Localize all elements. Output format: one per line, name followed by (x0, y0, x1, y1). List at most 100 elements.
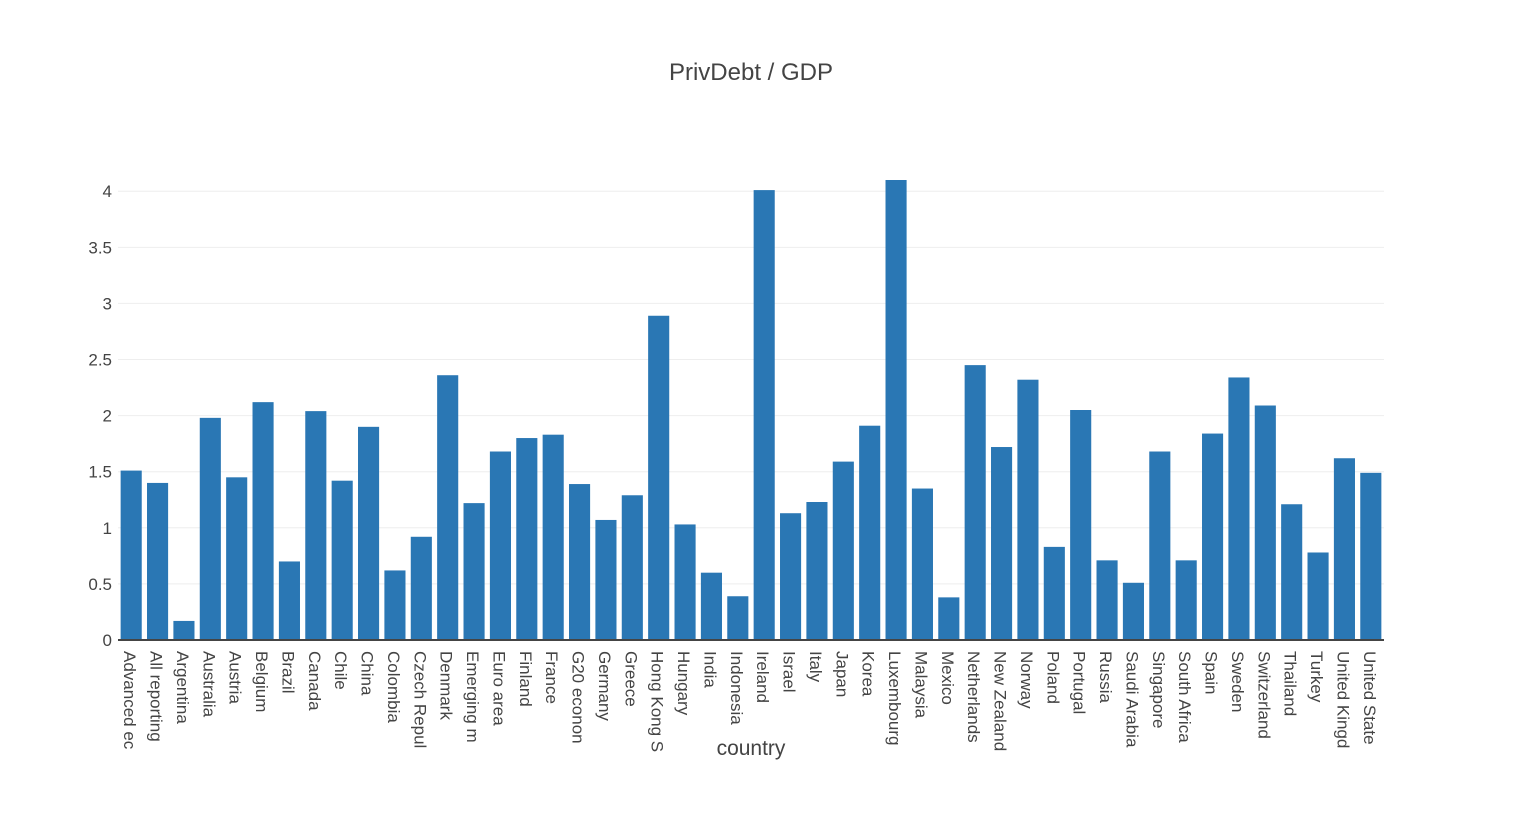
x-tick-label: Netherlands (964, 651, 983, 743)
x-tick-label: Austria (226, 651, 245, 704)
bar[interactable]: Norway: 2.32 (1017, 379, 1039, 640)
bar[interactable]: Germany: 1.07 (595, 519, 617, 640)
bar[interactable]: Denmark: 2.36 (437, 375, 459, 640)
x-tick-label: South Africa (1175, 651, 1194, 743)
x-tick-label: Sweden (1228, 651, 1247, 712)
x-tick-label: Germany (595, 651, 614, 721)
bar[interactable]: Indonesia: 0.39 (727, 596, 749, 640)
x-tick-label: Portugal (1070, 651, 1089, 714)
x-tick-label: Saudi Arabia (1122, 651, 1141, 748)
x-tick-label: Colombia (384, 651, 403, 723)
bar[interactable]: Finland: 1.8 (516, 438, 538, 640)
bar[interactable]: Russia: 0.71 (1096, 560, 1118, 640)
bar[interactable]: Spain: 1.84 (1202, 433, 1224, 640)
x-tick-label: Czech Repul (410, 651, 429, 748)
bar[interactable]: Colombia: 0.62 (384, 570, 406, 640)
bar[interactable]: Advanced economies: 1.51 (120, 470, 142, 640)
bar[interactable]: Malaysia: 1.35 (911, 488, 933, 640)
x-tick-label: Indonesia (727, 651, 746, 725)
bar[interactable]: Austria: 1.45 (226, 477, 248, 640)
bar[interactable]: Brazil: 0.7 (278, 561, 300, 640)
x-tick-label: Russia (1096, 651, 1115, 704)
x-tick-label: France (542, 651, 561, 704)
x-tick-label: Korea (859, 651, 878, 697)
bar[interactable]: Portugal: 2.05 (1070, 410, 1092, 640)
bars: Advanced economies: 1.51All reporting ec… (120, 180, 1382, 640)
x-tick-label: Greece (621, 651, 640, 707)
x-tick-label: United Kingd (1333, 651, 1352, 748)
x-tick-label: Canada (305, 651, 324, 711)
bar[interactable]: Chile: 1.42 (331, 480, 353, 640)
x-tick-label: Norway (1017, 651, 1036, 709)
x-tick-label: Belgium (252, 651, 271, 712)
x-tick-label: Luxembourg (885, 651, 904, 746)
bar[interactable]: Mexico: 0.38 (938, 597, 960, 640)
bar[interactable]: Singapore: 1.68 (1149, 451, 1171, 640)
x-tick-label: India (700, 651, 719, 688)
x-tick-label: Malaysia (911, 651, 930, 719)
gridlines (118, 190, 1384, 585)
bar[interactable]: New Zealand: 1.72 (991, 447, 1013, 640)
x-tick-label: G20 econon (569, 651, 588, 744)
bar[interactable]: All reporting economies: 1.4 (147, 482, 169, 640)
y-tick-label: 4 (103, 182, 112, 201)
y-tick-label: 0 (103, 631, 112, 650)
x-tick-label: Australia (199, 651, 218, 718)
bar[interactable]: Czech Republic: 0.92 (410, 536, 432, 640)
bar[interactable]: Hungary: 1.03 (674, 524, 696, 640)
x-tick-label: Singapore (1149, 651, 1168, 729)
bar[interactable]: G20 economies: 1.39 (569, 484, 591, 640)
x-tick-label: Japan (832, 651, 851, 697)
x-tick-label: China (358, 651, 377, 696)
bar[interactable]: Argentina: 0.17 (173, 620, 195, 640)
x-tick-label: Ireland (753, 651, 772, 703)
bar[interactable]: Canada: 2.04 (305, 411, 327, 640)
bar[interactable]: Switzerland: 2.09 (1254, 405, 1276, 640)
bar[interactable]: China: 1.9 (358, 426, 380, 640)
bar[interactable]: France: 1.83 (542, 434, 564, 640)
chart-title: PrivDebt / GDP (669, 59, 833, 86)
x-tick-label: New Zealand (991, 651, 1010, 751)
bar[interactable]: Belgium: 2.12 (252, 402, 274, 640)
bar[interactable]: Luxembourg: 4.1 (885, 180, 907, 640)
bar[interactable]: Korea: 1.91 (859, 425, 881, 640)
x-tick-label: Thailand (1281, 651, 1300, 716)
x-tick-label: Hong Kong S (648, 651, 667, 752)
x-axis-ticks: Advanced ec All reporting Argentina Austral… (120, 651, 1379, 752)
x-tick-label: Advanced ec (120, 651, 139, 750)
bar[interactable]: South Africa: 0.71 (1175, 560, 1197, 640)
x-tick-label: Brazil (278, 651, 297, 694)
bar[interactable]: Sweden: 2.34 (1228, 377, 1250, 640)
bar[interactable]: Australia: 1.98 (199, 417, 221, 640)
bar[interactable]: Thailand: 1.21 (1281, 504, 1303, 640)
x-tick-label: Switzerland (1254, 651, 1273, 739)
y-tick-label: 3.5 (88, 238, 112, 257)
bar[interactable]: Saudi Arabia: 0.51 (1122, 582, 1144, 640)
y-axis-ticks: 0 0.5 1 1.5 2 2.5 3 3.5 4 (88, 182, 112, 650)
x-tick-label: All reporting (147, 651, 166, 742)
bar[interactable]: Hong Kong SAR: 2.89 (648, 315, 670, 640)
bar[interactable]: Israel: 1.13 (780, 513, 802, 640)
bar[interactable]: Emerging market economies: 1.22 (463, 503, 485, 640)
x-tick-label: Israel (780, 651, 799, 693)
x-tick-label: Denmark (437, 651, 456, 720)
bar[interactable]: India: 0.6 (700, 572, 722, 640)
bar[interactable]: United Kingdom: 1.62 (1333, 458, 1355, 640)
bar[interactable]: Turkey: 0.78 (1307, 552, 1329, 640)
bar[interactable]: Ireland: 4.01 (753, 190, 775, 640)
bar[interactable]: Italy: 1.23 (806, 502, 828, 640)
y-tick-label: 3 (103, 294, 112, 313)
bar[interactable]: Greece: 1.29 (621, 495, 643, 640)
x-tick-label: Euro area (489, 651, 508, 726)
bar[interactable]: Netherlands: 2.45 (964, 365, 986, 640)
bar[interactable]: Euro area: 1.68 (489, 451, 511, 640)
x-tick-label: Turkey (1307, 651, 1326, 703)
x-tick-label: Chile (331, 651, 350, 690)
bar[interactable]: United States: 1.49 (1360, 472, 1382, 640)
bar[interactable]: Japan: 1.59 (832, 461, 854, 640)
y-tick-label: 2 (103, 407, 112, 426)
x-tick-label: Emerging m (463, 651, 482, 743)
bar[interactable]: Poland: 0.83 (1043, 546, 1065, 640)
